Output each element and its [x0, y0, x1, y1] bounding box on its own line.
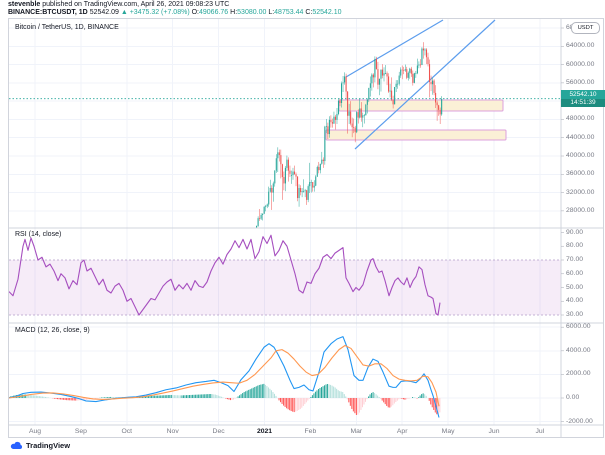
macd-signal-line	[9, 344, 440, 407]
time-axis-label[interactable]: 2021	[256, 427, 273, 435]
main-pane-drawings[interactable]	[325, 19, 507, 150]
last-price: 52542.09	[89, 9, 119, 16]
time-axis-label[interactable]: Aug	[28, 427, 42, 435]
price-axis-label[interactable]: 64000.00	[566, 42, 595, 50]
current-price-badge: 52542.10 14:51:39	[561, 90, 605, 107]
rsi-axis-label[interactable]: 40.00	[566, 297, 584, 305]
supply-demand-zone[interactable]	[325, 129, 507, 141]
macd-axis-label[interactable]: 4000.00	[566, 346, 591, 354]
price-axis-label[interactable]: 36000.00	[566, 170, 595, 178]
rsi-axis-label[interactable]: 30.00	[566, 311, 584, 318]
time-axis-label[interactable]: Nov	[166, 427, 179, 435]
rsi-line	[9, 234, 441, 316]
low-label: L:	[268, 9, 275, 16]
trendline[interactable]	[354, 19, 496, 150]
symbol-info-line: BINANCE:BTCUSDT, 1D 52542.09 ▲ +3475.32 …	[8, 9, 342, 17]
current-price-value: 52542.10	[561, 90, 605, 99]
trendline[interactable]	[345, 19, 444, 78]
macd-axis-label[interactable]: -2000.00	[566, 417, 593, 425]
close-label: C:	[305, 9, 313, 16]
rsi-axis-label[interactable]: 70.00	[566, 256, 584, 263]
price-axis-label[interactable]: 48000.00	[566, 115, 595, 123]
cloud-icon	[10, 441, 23, 449]
symbol-name: BINANCE:BTCUSDT, 1D	[8, 9, 88, 16]
tradingview-logo[interactable]: TradingView	[10, 438, 70, 452]
time-axis-label[interactable]: Mar	[350, 427, 363, 435]
chart-legend-title: Bitcoin / TetherUS, 1D, BINANCE	[15, 24, 119, 31]
rsi-axis-label[interactable]: 80.00	[566, 242, 584, 250]
macd-axis-label[interactable]: 0.00	[566, 394, 580, 401]
macd-line	[9, 336, 440, 418]
macd-pane-title: MACD (12, 26, close, 9)	[15, 327, 90, 334]
candlestick-series	[248, 42, 443, 228]
price-axis-label[interactable]: 28000.00	[566, 206, 595, 214]
low-value: 48753.44	[274, 9, 304, 16]
time-axis-label[interactable]: Apr	[396, 427, 408, 435]
supply-demand-zone[interactable]	[338, 99, 504, 112]
logo-text: TradingView	[26, 440, 71, 450]
high-label: H:	[230, 9, 238, 16]
close-value: 52542.10	[312, 9, 342, 16]
price-axis-label[interactable]: 60000.00	[566, 60, 595, 68]
time-axis-label[interactable]: Sep	[74, 427, 87, 435]
chart-widget[interactable]: Bitcoin / TetherUS, 1D, BINANCE RSI (14,…	[8, 18, 605, 438]
time-axis-label[interactable]: Dec	[212, 427, 225, 435]
author-name: stevenble	[8, 1, 41, 8]
rsi-axis-label[interactable]: 60.00	[566, 269, 584, 277]
chart-canvas[interactable]	[9, 19, 603, 437]
publish-info-line: stevenble published on TradingView.com, …	[8, 1, 229, 9]
currency-toggle-button[interactable]: USDT	[571, 22, 600, 34]
grid-lines	[9, 19, 561, 425]
rsi-axis-label[interactable]: 50.00	[566, 283, 584, 291]
rsi-band	[9, 260, 561, 315]
open-label: O:	[191, 9, 199, 16]
publish-text: published on TradingView.com, April 26, …	[40, 1, 230, 8]
macd-histogram	[9, 383, 441, 415]
time-axis-label[interactable]: Jun	[488, 427, 500, 435]
macd-axis-label[interactable]: 6000.00	[566, 323, 591, 331]
axis-tick-marks	[561, 27, 564, 422]
time-axis-label[interactable]: May	[441, 427, 455, 435]
high-value: 53080.00	[237, 9, 267, 16]
time-axis-label[interactable]: Feb	[304, 427, 317, 435]
price-axis-label[interactable]: 44000.00	[566, 133, 595, 141]
open-value: 49066.76	[199, 9, 229, 16]
price-axis-label[interactable]: 40000.00	[566, 152, 595, 159]
price-axis-label[interactable]: 56000.00	[566, 78, 595, 86]
price-axis-label[interactable]: 32000.00	[566, 188, 595, 196]
macd-axis-label[interactable]: 2000.00	[566, 370, 591, 378]
pane-separators	[9, 19, 603, 437]
time-axis-label[interactable]: Jul	[535, 427, 545, 435]
rsi-pane-title: RSI (14, close)	[15, 231, 62, 238]
time-axis-label[interactable]: Oct	[121, 427, 133, 435]
bar-countdown: 14:51:39	[561, 99, 605, 107]
rsi-axis-label[interactable]: 90.00	[566, 228, 584, 236]
price-change: ▲ +3475.32 (+7.08%)	[120, 9, 190, 16]
